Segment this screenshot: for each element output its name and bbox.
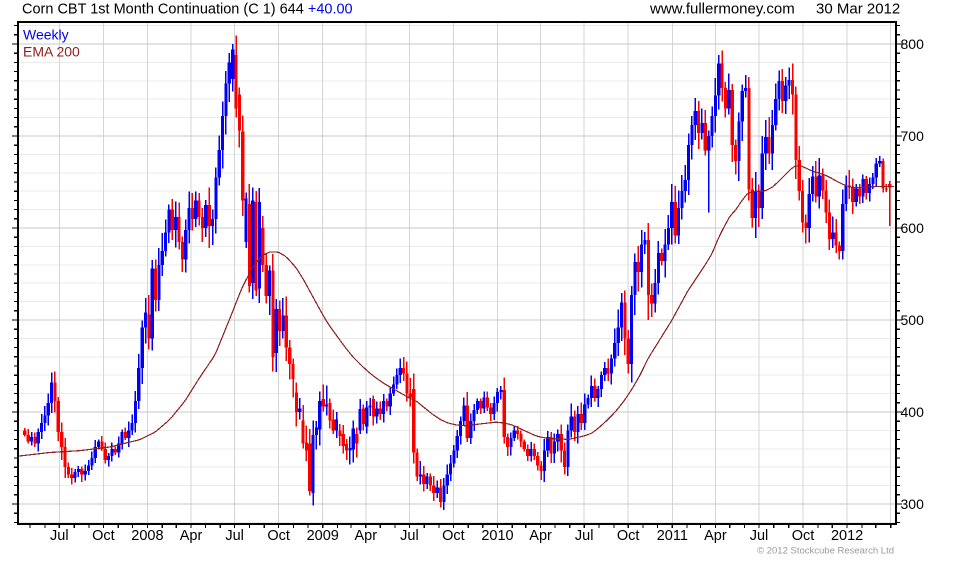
svg-text:2010: 2010	[481, 528, 513, 544]
svg-text:Apr: Apr	[180, 528, 203, 544]
svg-text:2009: 2009	[307, 528, 339, 544]
svg-text:Corn CBT 1st Month Continuatio: Corn CBT 1st Month Continuation (C 1) 64…	[22, 2, 353, 18]
svg-text:Oct: Oct	[792, 528, 815, 544]
svg-text:Oct: Oct	[267, 528, 290, 544]
svg-text:30 Mar 2012: 30 Mar 2012	[816, 1, 900, 18]
svg-text:2008: 2008	[131, 528, 163, 544]
svg-text:300: 300	[901, 496, 925, 512]
svg-text:800: 800	[901, 36, 925, 52]
svg-text:Apr: Apr	[355, 528, 378, 544]
svg-text:2011: 2011	[657, 528, 688, 544]
svg-text:Apr: Apr	[529, 528, 552, 544]
svg-text:Weekly: Weekly	[23, 27, 69, 43]
svg-text:Jul: Jul	[400, 528, 419, 544]
svg-text:2012: 2012	[831, 528, 863, 544]
svg-text:500: 500	[901, 312, 925, 328]
svg-text:Jul: Jul	[750, 528, 769, 544]
svg-text:Apr: Apr	[704, 528, 727, 544]
svg-text:Oct: Oct	[617, 528, 640, 544]
svg-text:© 2012 Stockcube Research Ltd: © 2012 Stockcube Research Ltd	[757, 546, 894, 557]
svg-text:EMA 200: EMA 200	[23, 44, 80, 60]
svg-text:Jul: Jul	[575, 528, 594, 544]
svg-text:Jul: Jul	[50, 528, 69, 544]
svg-text:Oct: Oct	[442, 528, 465, 544]
svg-text:600: 600	[901, 220, 925, 236]
svg-text:Jul: Jul	[225, 528, 244, 544]
svg-text:www.fullermoney.com: www.fullermoney.com	[649, 1, 795, 18]
svg-text:400: 400	[901, 404, 925, 420]
svg-text:Oct: Oct	[92, 528, 115, 544]
svg-text:700: 700	[901, 128, 925, 144]
